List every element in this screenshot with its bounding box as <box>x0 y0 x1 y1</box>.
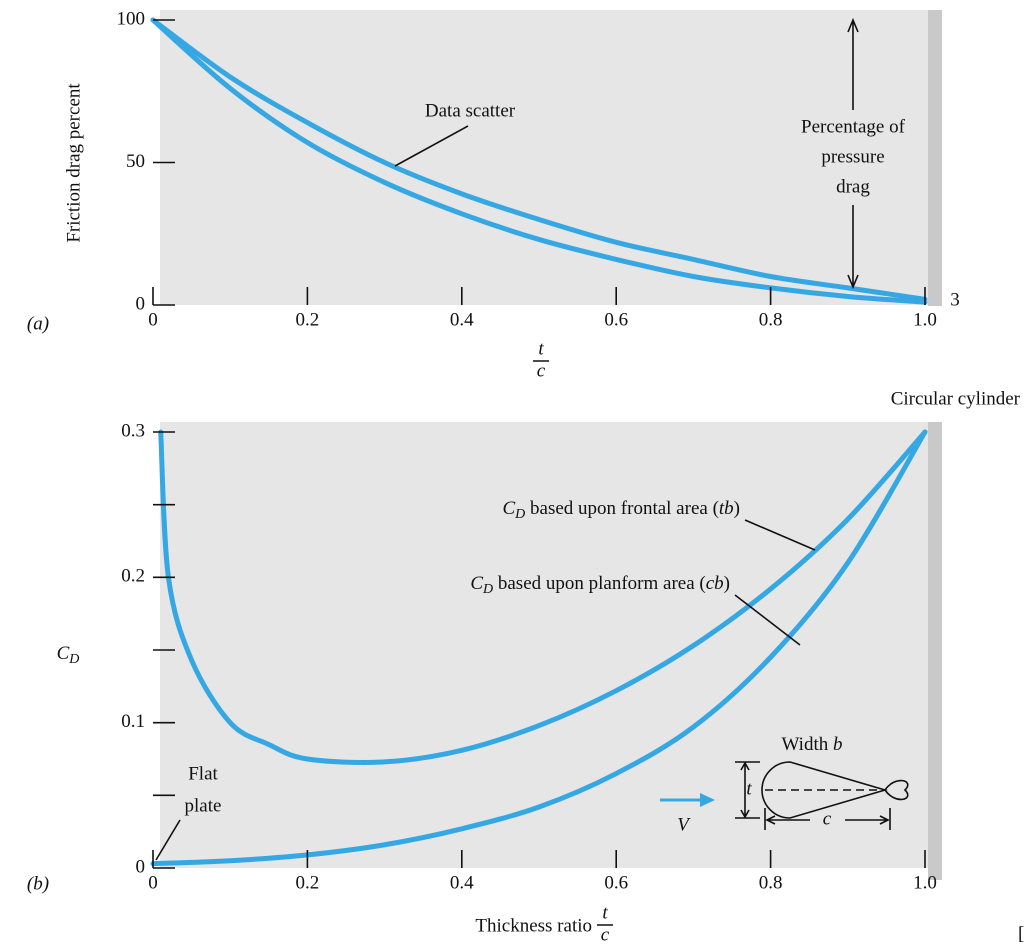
symbol: C <box>470 573 483 594</box>
panel-shadow <box>928 422 942 880</box>
crop-text: [ <box>1018 923 1024 944</box>
series-label: CD based upon planform area (cb) <box>470 573 730 597</box>
x-tick-label: 1.0 <box>913 309 937 330</box>
x-label-denominator: c <box>601 924 610 945</box>
text: based upon frontal area ( <box>525 498 719 519</box>
marks <box>150 17 928 867</box>
x-tick-label: 0.8 <box>759 309 783 330</box>
subscript: D <box>482 582 493 597</box>
y-tick-label: 0 <box>136 856 146 877</box>
dimension <box>735 761 760 819</box>
annotation: Circular cylinder <box>891 388 1021 409</box>
series-label: CD based upon frontal area (tb) <box>502 498 740 522</box>
x-tick-label: 0.8 <box>759 872 783 893</box>
plot-area <box>160 10 928 305</box>
annotation: t <box>746 778 752 799</box>
y-tick-label: 0.2 <box>121 566 145 587</box>
flow-arrowhead <box>700 793 715 807</box>
annotation: 3 <box>950 289 960 310</box>
panel-shadow <box>928 10 942 306</box>
subscript: D <box>514 507 525 522</box>
annotation: plate <box>185 795 222 816</box>
annotation: pressure <box>821 146 884 167</box>
x-label-denominator: c <box>537 360 546 381</box>
x-tick-label: 0.2 <box>296 872 320 893</box>
annotation: Data scatter <box>425 100 516 121</box>
text: Width <box>782 734 833 755</box>
data-line <box>150 17 928 302</box>
annotation: Width b <box>782 734 843 755</box>
x-tick-label: 0.4 <box>450 309 474 330</box>
y-tick-label: 0.3 <box>121 420 145 441</box>
x-tick-label: 0.6 <box>604 309 628 330</box>
y-tick-label: 50 <box>126 151 145 172</box>
double-arrow <box>847 17 859 290</box>
x-axis-label: Thickness ratio <box>475 915 592 936</box>
data-line <box>150 17 928 305</box>
leader-line <box>394 125 469 167</box>
x-tick-label: 0 <box>148 872 158 893</box>
leader-line <box>155 819 181 861</box>
annotation: Flat <box>188 763 218 784</box>
panel-label: (b) <box>27 873 49 894</box>
symbol: C <box>502 498 515 519</box>
text: b <box>833 734 843 755</box>
plot-area <box>160 422 928 868</box>
data-line <box>150 429 928 867</box>
airfoil <box>761 761 888 819</box>
panel-label: (a) <box>27 313 49 334</box>
symbol: C <box>57 643 70 664</box>
text: cb <box>706 573 724 594</box>
y-tick-label: 100 <box>117 8 146 29</box>
text: ) <box>734 498 740 519</box>
text: ) <box>724 573 730 594</box>
x-tick-label: 0.6 <box>604 872 628 893</box>
subscript: D <box>68 652 79 667</box>
annotation: c <box>823 808 832 829</box>
y-axis-label: CD <box>57 643 80 667</box>
x-label-numerator: t <box>538 338 544 359</box>
text: based upon planform area ( <box>493 573 706 594</box>
wake <box>884 779 909 801</box>
leader-line <box>734 594 801 646</box>
y-axis-label: Friction drag percent <box>63 83 84 243</box>
leader-line <box>744 519 816 551</box>
x-tick-label: 0.2 <box>296 309 320 330</box>
y-tick-label: 0.1 <box>121 711 145 732</box>
x-tick-label: 0.4 <box>450 872 474 893</box>
annotation: Percentage of <box>801 116 906 137</box>
annotation: drag <box>836 176 870 197</box>
data-line <box>158 429 928 765</box>
y-tick-label: 0 <box>136 293 146 314</box>
x-tick-label: 1.0 <box>913 872 937 893</box>
dimension <box>764 808 891 830</box>
x-label-numerator: t <box>602 902 608 923</box>
annotation: V <box>677 814 691 835</box>
text: tb <box>719 498 734 519</box>
x-tick-label: 0 <box>148 309 158 330</box>
